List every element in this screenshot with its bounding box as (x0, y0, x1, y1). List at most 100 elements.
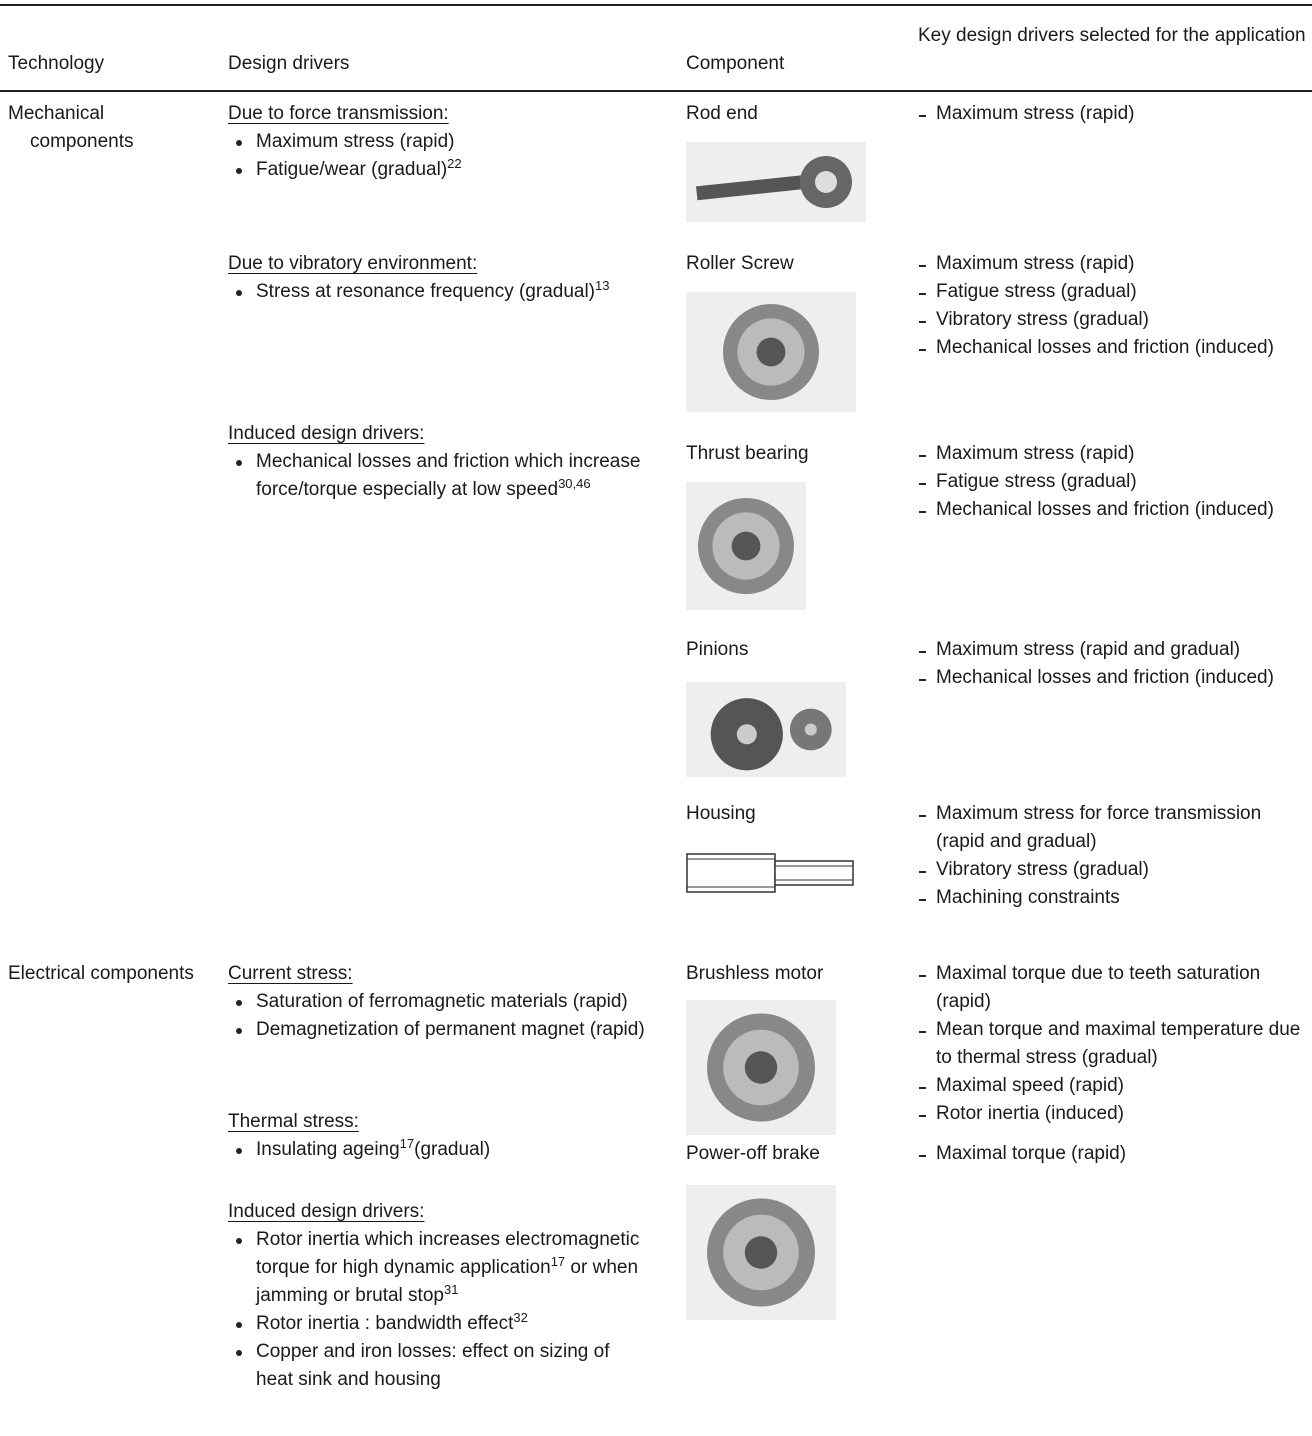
item-text: or when jamming or brutal stop (256, 1257, 639, 1306)
key-text: Maximum stress (rapid) (936, 103, 1135, 124)
pic-shape (736, 724, 757, 745)
pic-shape (815, 171, 837, 193)
key-drivers: Maximum stress (rapid) Fatigue stress (gr… (918, 250, 1306, 362)
bullet-item: Mechanical losses and friction which inc… (228, 448, 648, 504)
bullet-item: Demagnetization of permanent magnet (rap… (228, 1016, 648, 1044)
item-text: (gradual) (414, 1139, 491, 1160)
item-text: Rotor inertia : bandwidth effect (256, 1313, 514, 1334)
design-group: Due to vibratory environment: Stress at r… (228, 250, 648, 306)
reference: 17 (550, 1254, 566, 1269)
key-driver: Maximal speed (rapid) (918, 1072, 1306, 1100)
key-text: Maximal torque (rapid) (936, 1143, 1127, 1164)
bullet (236, 290, 242, 296)
key-text: Mechanical losses and friction (induced) (936, 667, 1274, 688)
pic-shape (804, 723, 817, 736)
pic-shape (686, 853, 776, 893)
key-text: Machining constraints (936, 887, 1120, 908)
component-name: Pinions (686, 639, 749, 660)
pic-shape (744, 1051, 778, 1084)
dash (919, 349, 926, 351)
key-text: Maximum stress (rapid) (936, 443, 1135, 464)
key-drivers: Maximum stress (rapid) (918, 100, 1306, 128)
item-text: Maximum stress (rapid) (256, 131, 455, 152)
group-heading: Due to vibratory environment: (228, 253, 478, 274)
component-name: Roller Screw (686, 253, 794, 274)
component-image (686, 682, 846, 777)
key-drivers: Maximal torque (rapid) (918, 1140, 1306, 1168)
dash (919, 115, 926, 117)
key-driver: Maximum stress (rapid and gradual) (918, 636, 1306, 664)
component-name: Thrust bearing (686, 443, 809, 464)
dash (919, 293, 926, 295)
design-group: Induced design drivers: Rotor inertia whi… (228, 1198, 648, 1394)
design-group: Induced design drivers: Mechanical losses… (228, 420, 648, 504)
key-driver: Maximal torque (rapid) (918, 1140, 1306, 1168)
bullet-item: Insulating ageing17(gradual) (228, 1136, 648, 1164)
key-driver: Maximum stress (rapid) (918, 250, 1306, 278)
reference: 13 (595, 278, 610, 293)
dash (919, 975, 926, 977)
key-text: Fatigue stress (gradual) (936, 281, 1137, 302)
dash (919, 1115, 926, 1117)
pic-shape (756, 337, 786, 367)
key-driver: Maximum stress (rapid) (918, 100, 1306, 128)
key-drivers: Maximum stress (rapid) Fatigue stress (gr… (918, 440, 1306, 524)
component-image (686, 1185, 836, 1320)
bullet-item: Fatigue/wear (gradual)22 (228, 156, 648, 184)
key-driver: Maximum stress for force transmission (r… (918, 800, 1306, 856)
key-text: Mechanical losses and friction (induced) (936, 499, 1274, 520)
header-cell: Component (686, 53, 785, 74)
key-driver: Maximal torque due to teeth saturation (… (918, 960, 1306, 1016)
key-text: Maximum stress for force transmission (r… (936, 803, 1262, 852)
component-name: Rod end (686, 103, 758, 124)
item-text: Mechanical losses and friction which inc… (256, 451, 641, 500)
group-heading: Current stress: (228, 963, 353, 984)
technology: Mechanical components (8, 103, 134, 152)
bullet (236, 1000, 242, 1006)
dash (919, 455, 926, 457)
key-text: Maximal speed (rapid) (936, 1075, 1124, 1096)
dash (919, 483, 926, 485)
bullet (236, 1238, 242, 1244)
key-driver: Mechanical losses and friction (induced) (918, 496, 1306, 524)
dash (919, 1031, 926, 1033)
key-driver: Fatigue stress (gradual) (918, 468, 1306, 496)
bullet-item: Rotor inertia which increases electromag… (228, 1226, 648, 1310)
key-text: Vibratory stress (gradual) (936, 859, 1149, 880)
dash (919, 511, 926, 513)
bullet (236, 1322, 242, 1328)
key-driver: Vibratory stress (gradual) (918, 856, 1306, 884)
key-driver: Mean torque and maximal temperature due … (918, 1016, 1306, 1072)
key-driver: Maximum stress (rapid) (918, 440, 1306, 468)
dash (919, 265, 926, 267)
pic-shape (744, 1236, 778, 1269)
reference: 30,46 (558, 476, 591, 491)
bullet (236, 1028, 242, 1034)
bullet-item: Saturation of ferromagnetic materials (r… (228, 988, 648, 1016)
group-heading: Induced design drivers: (228, 1201, 425, 1222)
design-group: Thermal stress: Insulating ageing17(gradu… (228, 1108, 648, 1164)
dash (919, 679, 926, 681)
bullet-item: Rotor inertia : bandwidth effect32 (228, 1310, 648, 1338)
dash (919, 815, 926, 817)
key-driver: Rotor inertia (induced) (918, 1100, 1306, 1128)
technology: Electrical components (8, 963, 194, 984)
header-cell: Key design drivers selected for the appl… (918, 25, 1306, 46)
dash (919, 1155, 926, 1157)
key-driver: Mechanical losses and friction (induced) (918, 664, 1306, 692)
dash (919, 651, 926, 653)
key-driver: Fatigue stress (gradual) (918, 278, 1306, 306)
key-text: Maximum stress (rapid and gradual) (936, 639, 1241, 660)
header-rule (0, 90, 1312, 92)
item-text: Saturation of ferromagnetic materials (r… (256, 991, 628, 1012)
component-name: Housing (686, 803, 756, 824)
bullet-item: Copper and iron losses: effect on sizing… (228, 1338, 648, 1394)
design-group: Due to force transmission: Maximum stress… (228, 100, 648, 184)
dash (919, 1087, 926, 1089)
design-group: Current stress: Saturation of ferromagnet… (228, 960, 648, 1044)
key-drivers: Maximal torque due to teeth saturation (… (918, 960, 1306, 1128)
component-name: Brushless motor (686, 963, 824, 984)
bullet (236, 460, 242, 466)
item-text: Demagnetization of permanent magnet (rap… (256, 1019, 645, 1040)
component-image (686, 482, 806, 610)
